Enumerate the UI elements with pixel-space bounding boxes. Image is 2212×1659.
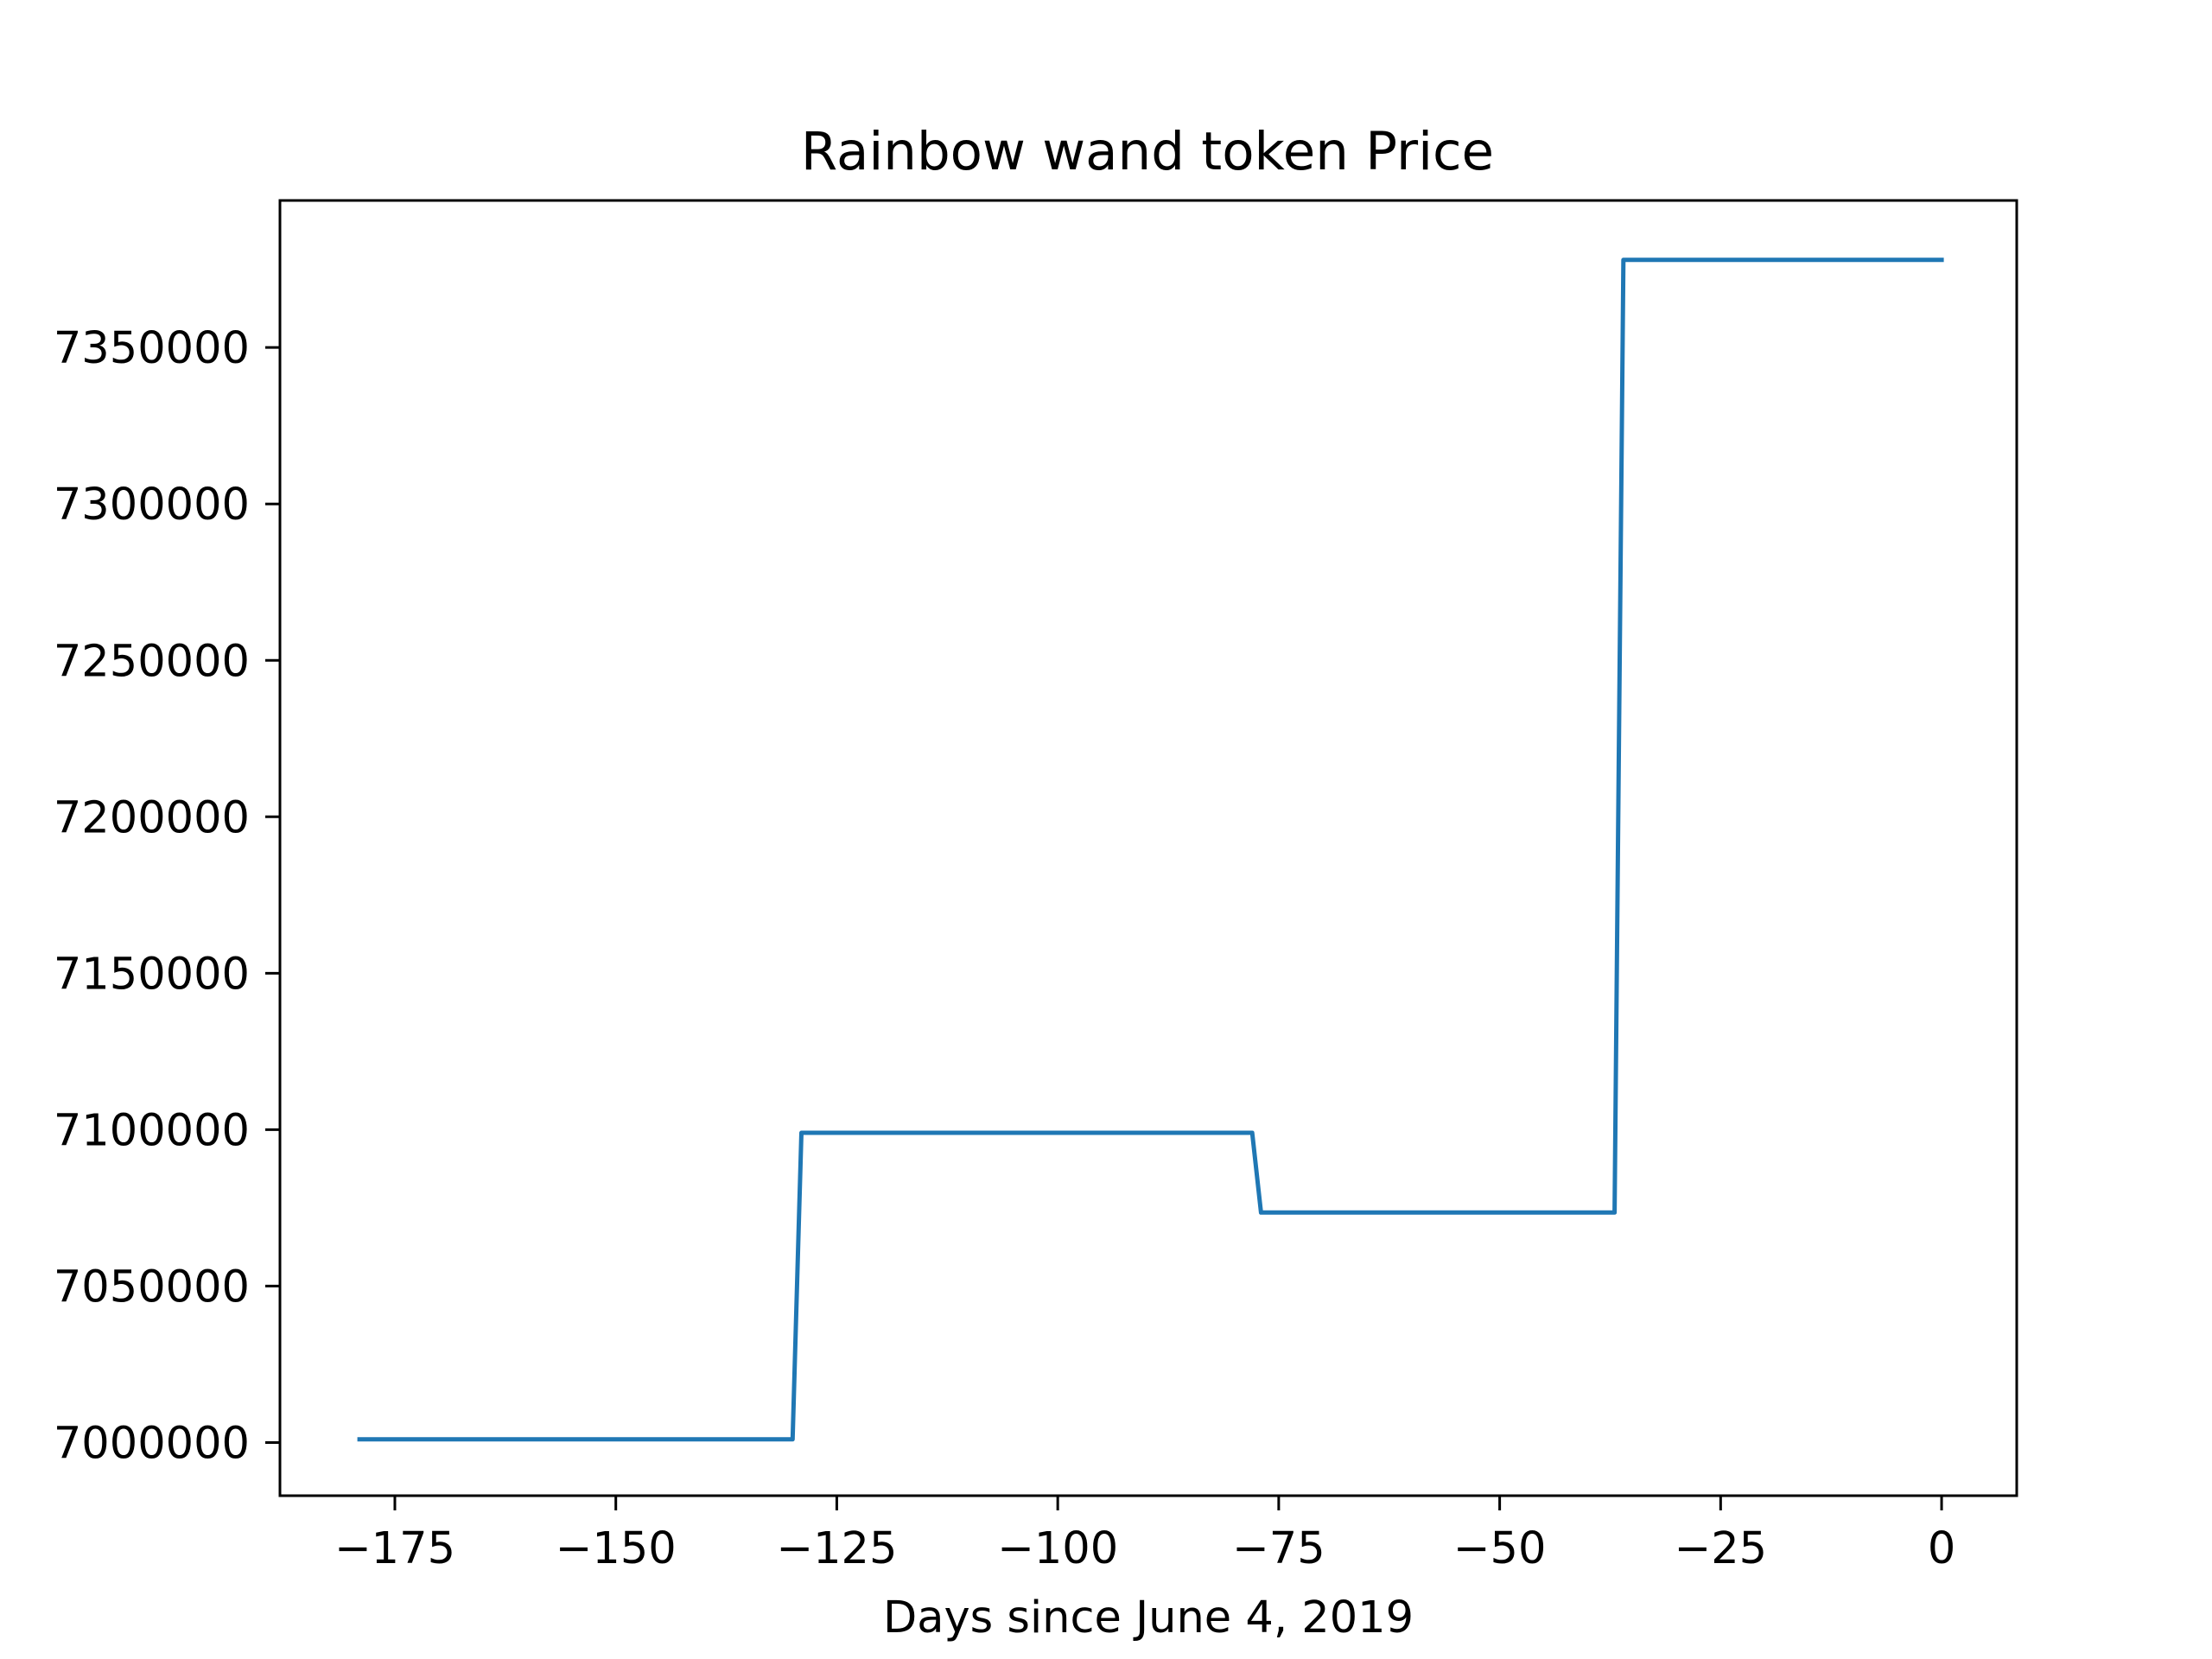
x-tick-label: −175 [334,1523,455,1574]
x-tick-label: −50 [1453,1523,1547,1574]
y-tick-label: 7000000 [54,1418,250,1469]
chart-title: Rainbow wand token Price [801,121,1494,182]
x-tick-label: −150 [556,1523,677,1574]
x-tick-label: −125 [776,1523,897,1574]
x-axis-label: Days since June 4, 2019 [883,1592,1414,1643]
y-tick-label: 7050000 [54,1262,250,1313]
y-tick-label: 7250000 [54,636,250,687]
y-tick-label: 7200000 [54,792,250,843]
x-tick-label: 0 [1928,1523,1955,1574]
x-axis: −175 −150 −125 −100 −75 −50 −25 0 [334,1496,1955,1574]
y-tick-label: 7350000 [54,323,250,374]
x-tick-label: −75 [1232,1523,1325,1574]
series-line [357,257,1944,1442]
y-tick-label: 7150000 [54,949,250,1000]
plot-area [357,257,1944,1442]
y-tick-label: 7100000 [54,1105,250,1156]
y-tick-label: 7300000 [54,480,250,531]
plot-frame [278,199,2018,1497]
x-tick-label: −25 [1675,1523,1768,1574]
x-tick-label: −100 [997,1523,1118,1574]
y-axis: 7000000 7050000 7100000 7150000 7200000 72500… [54,323,280,1469]
